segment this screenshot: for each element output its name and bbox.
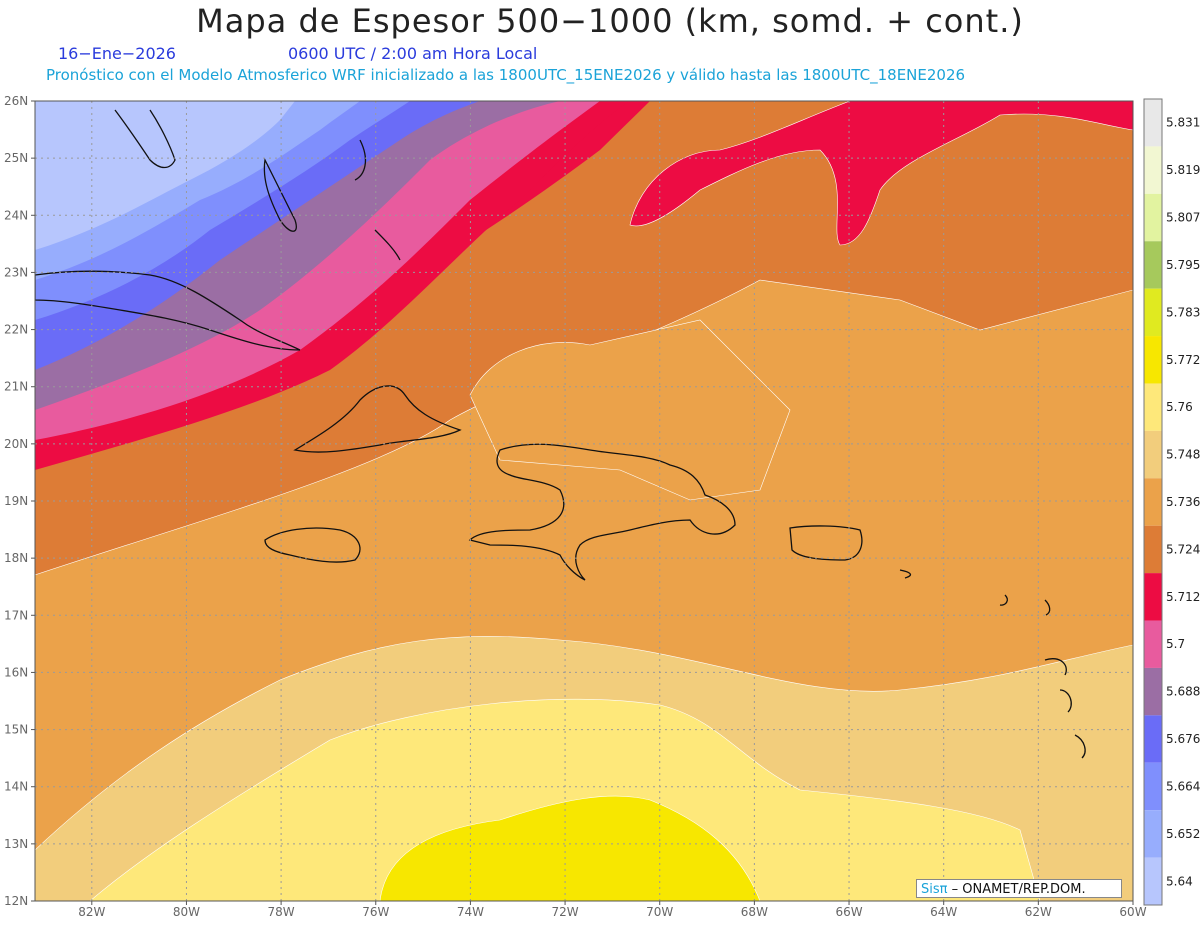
lat-label: 25N — [4, 151, 28, 165]
colorbar-swatch — [1144, 715, 1162, 763]
colorbar-swatch — [1144, 383, 1162, 431]
colorbar-label: 5.807 — [1166, 211, 1200, 225]
date-label: 16−Ene−2026 — [58, 44, 176, 63]
colorbar-label: 5.64 — [1166, 874, 1193, 888]
lon-label: 76W — [362, 905, 389, 919]
lat-label: 17N — [4, 608, 28, 622]
colorbar-label: 5.76 — [1166, 400, 1193, 414]
map-title: Mapa de Espesor 500−1000 (km, somd. + co… — [196, 2, 1024, 40]
lat-label: 26N — [4, 94, 28, 108]
colorbar-swatch — [1144, 620, 1162, 668]
lon-label: 78W — [268, 905, 295, 919]
colorbar-label: 5.688 — [1166, 685, 1200, 699]
colorbar-label: 5.772 — [1166, 353, 1200, 367]
lat-label: 12N — [4, 894, 28, 908]
lon-label: 68W — [741, 905, 768, 919]
longitude-labels: 82W 80W 78W 76W 74W 72W 70W 68W 66W 64W 62W 60W — [78, 901, 1147, 919]
thickness-shading — [35, 101, 1133, 901]
colorbar-swatch — [1144, 525, 1162, 574]
colorbar-label: 5.724 — [1166, 542, 1200, 556]
colorbar-frame — [1143, 98, 1163, 906]
lat-label: 18N — [4, 551, 28, 565]
colorbar-swatch — [1144, 810, 1162, 858]
lat-label: 14N — [4, 780, 28, 794]
colorbar-label: 5.712 — [1166, 590, 1200, 604]
colorbar-label: 5.748 — [1166, 448, 1200, 462]
colorbar-swatch — [1144, 99, 1162, 147]
colorbar-swatch — [1144, 857, 1162, 905]
time-label: 0600 UTC / 2:00 am Hora Local — [288, 44, 538, 63]
lon-label: 66W — [835, 905, 862, 919]
coastlines — [35, 109, 1086, 759]
lon-label: 74W — [457, 905, 484, 919]
colorbar-swatch — [1144, 288, 1162, 337]
lat-label: 13N — [4, 837, 28, 851]
colorbar-label: 5.7 — [1166, 637, 1185, 651]
lat-label: 19N — [4, 494, 28, 508]
colorbar-swatch — [1144, 478, 1162, 526]
colorbar-swatch — [1144, 241, 1162, 289]
colorbar-label: 5.819 — [1166, 163, 1200, 177]
colorbar-swatch — [1144, 667, 1162, 716]
lon-label: 62W — [1025, 905, 1052, 919]
colorbar-swatch — [1144, 430, 1162, 479]
lon-label: 72W — [551, 905, 578, 919]
colorbar-label: 5.783 — [1166, 305, 1200, 319]
lat-label: 24N — [4, 208, 28, 222]
colorbar-label: 5.676 — [1166, 732, 1200, 746]
lat-label: 23N — [4, 265, 28, 279]
colorbar-label: 5.736 — [1166, 495, 1200, 509]
colorbar: 5.831 5.819 5.807 5.795 5.783 5.772 5.76 5.748 5… — [1143, 98, 1200, 906]
colorbar-label: 5.652 — [1166, 827, 1200, 841]
lat-label: 16N — [4, 665, 28, 679]
colorbar-swatch — [1144, 336, 1162, 384]
colorbar-label: 5.831 — [1166, 116, 1200, 130]
colorbar-label: 5.664 — [1166, 779, 1200, 793]
lat-label: 20N — [4, 437, 28, 451]
forecast-info: Pronóstico con el Modelo Atmosferico WRF… — [46, 66, 966, 84]
colorbar-swatch — [1144, 762, 1162, 811]
lon-label: 64W — [930, 905, 957, 919]
colorbar-swatch — [1144, 573, 1162, 621]
brand-label: Sisπ — [921, 882, 948, 897]
latitude-labels: 26N 25N 24N 23N 22N 21N 20N 19N 18N 17N 16N 15N 14N 1… — [4, 94, 35, 908]
lon-label: 60W — [1119, 905, 1146, 919]
lat-label: 15N — [4, 723, 28, 737]
lon-label: 82W — [78, 905, 105, 919]
colorbar-swatch — [1144, 146, 1162, 194]
colorbar-label: 5.795 — [1166, 258, 1200, 272]
credit-box: Sisπ – ONAMET/REP.DOM. — [916, 879, 1122, 898]
colorbar-swatch — [1144, 193, 1162, 242]
lon-label: 70W — [646, 905, 673, 919]
lat-label: 21N — [4, 380, 28, 394]
credit-label: – ONAMET/REP.DOM. — [951, 882, 1086, 897]
lon-label: 80W — [173, 905, 200, 919]
lat-label: 22N — [4, 323, 28, 337]
